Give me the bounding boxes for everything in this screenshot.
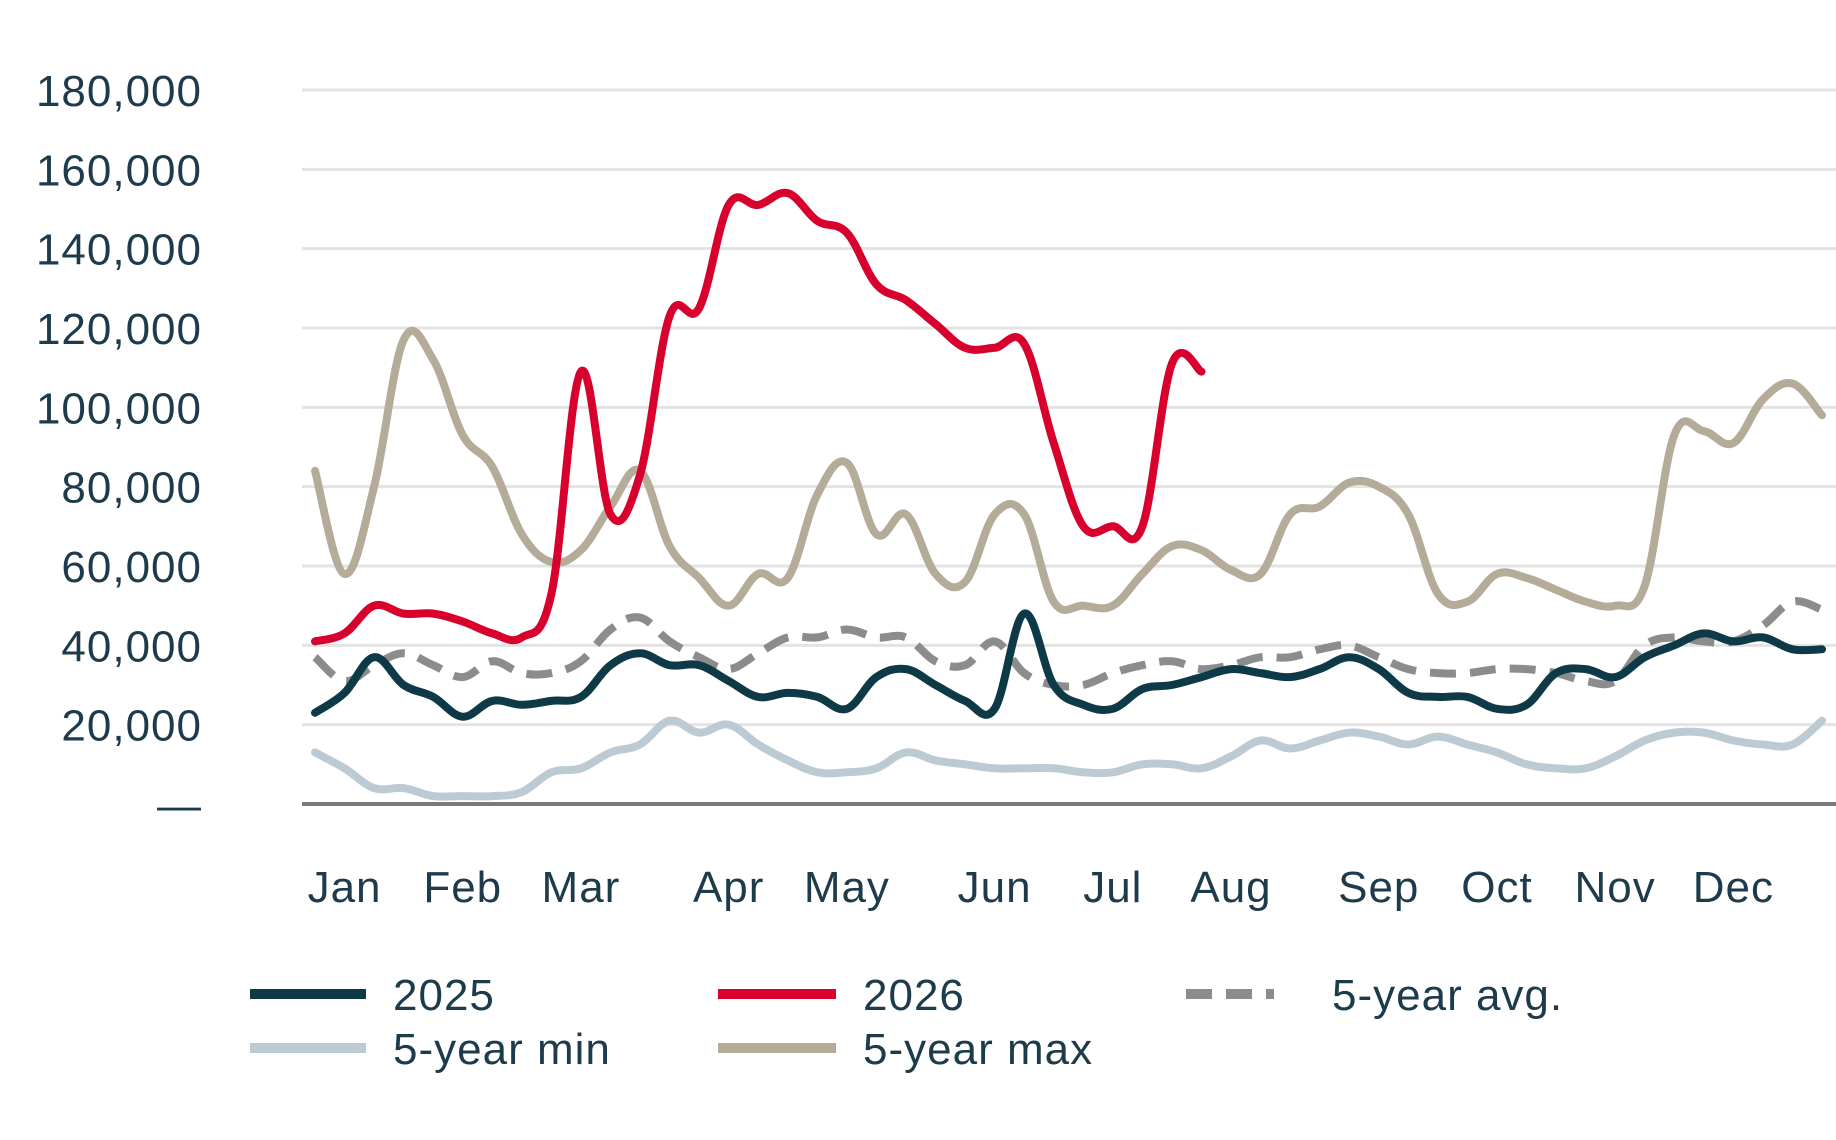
y-tick-label: 160,000 [36,146,202,195]
y-tick-label: 180,000 [36,67,202,116]
y-tick-label: 100,000 [36,384,202,433]
x-tick-label: Aug [1190,863,1271,912]
series-line-avg [312,597,1824,691]
x-axis-ticks: Jan Feb Mar Apr May Jun Jul Aug Sep Oct Nov Dec [308,863,1774,912]
x-tick-label: Apr [693,863,764,912]
x-tick-label: Feb [423,863,502,912]
series-lines [311,188,1826,801]
legend: 2025 2026 5-year avg. 5-year min 5-year … [250,971,1563,1074]
y-tick-label: 120,000 [36,305,202,354]
series-line-min [311,716,1826,801]
x-tick-label: May [804,863,890,912]
legend-label-5-year-avg: 5-year avg. [1332,971,1563,1020]
legend-item-5-year-avg: 5-year avg. [1186,971,1563,1020]
legend-item-5-year-max: 5-year max [718,1025,1093,1074]
y-tick-label: 140,000 [36,226,202,275]
x-tick-label: Dec [1693,863,1774,912]
y-tick-label: 20,000 [61,702,202,751]
legend-item-2026: 2026 [718,971,965,1020]
x-tick-label: Jul [1083,863,1142,912]
series-line-max [311,327,1826,614]
x-tick-label: Sep [1338,863,1419,912]
y-tick-label: 60,000 [61,543,202,592]
series-line-2025 [311,609,1826,721]
legend-label-5-year-min: 5-year min [393,1025,611,1074]
legend-item-5-year-min: 5-year min [250,1025,611,1074]
y-tick-label: 40,000 [61,622,202,671]
legend-item-2025: 2025 [250,971,495,1020]
y-tick-label: 80,000 [61,464,202,513]
x-tick-label: Jan [308,863,382,912]
y-tick-label: — [157,781,202,830]
x-tick-label: Nov [1575,863,1656,912]
legend-label-5-year-max: 5-year max [863,1025,1093,1074]
legend-label-2025: 2025 [393,971,495,1020]
x-tick-label: Mar [542,863,621,912]
legend-label-2026: 2026 [863,971,965,1020]
x-tick-label: Oct [1461,863,1532,912]
y-axis-ticks: — 20,000 40,000 60,000 80,000 100,000 120,000 1… [36,67,202,830]
x-tick-label: Jun [958,863,1032,912]
series-line-2026 [311,188,1206,646]
